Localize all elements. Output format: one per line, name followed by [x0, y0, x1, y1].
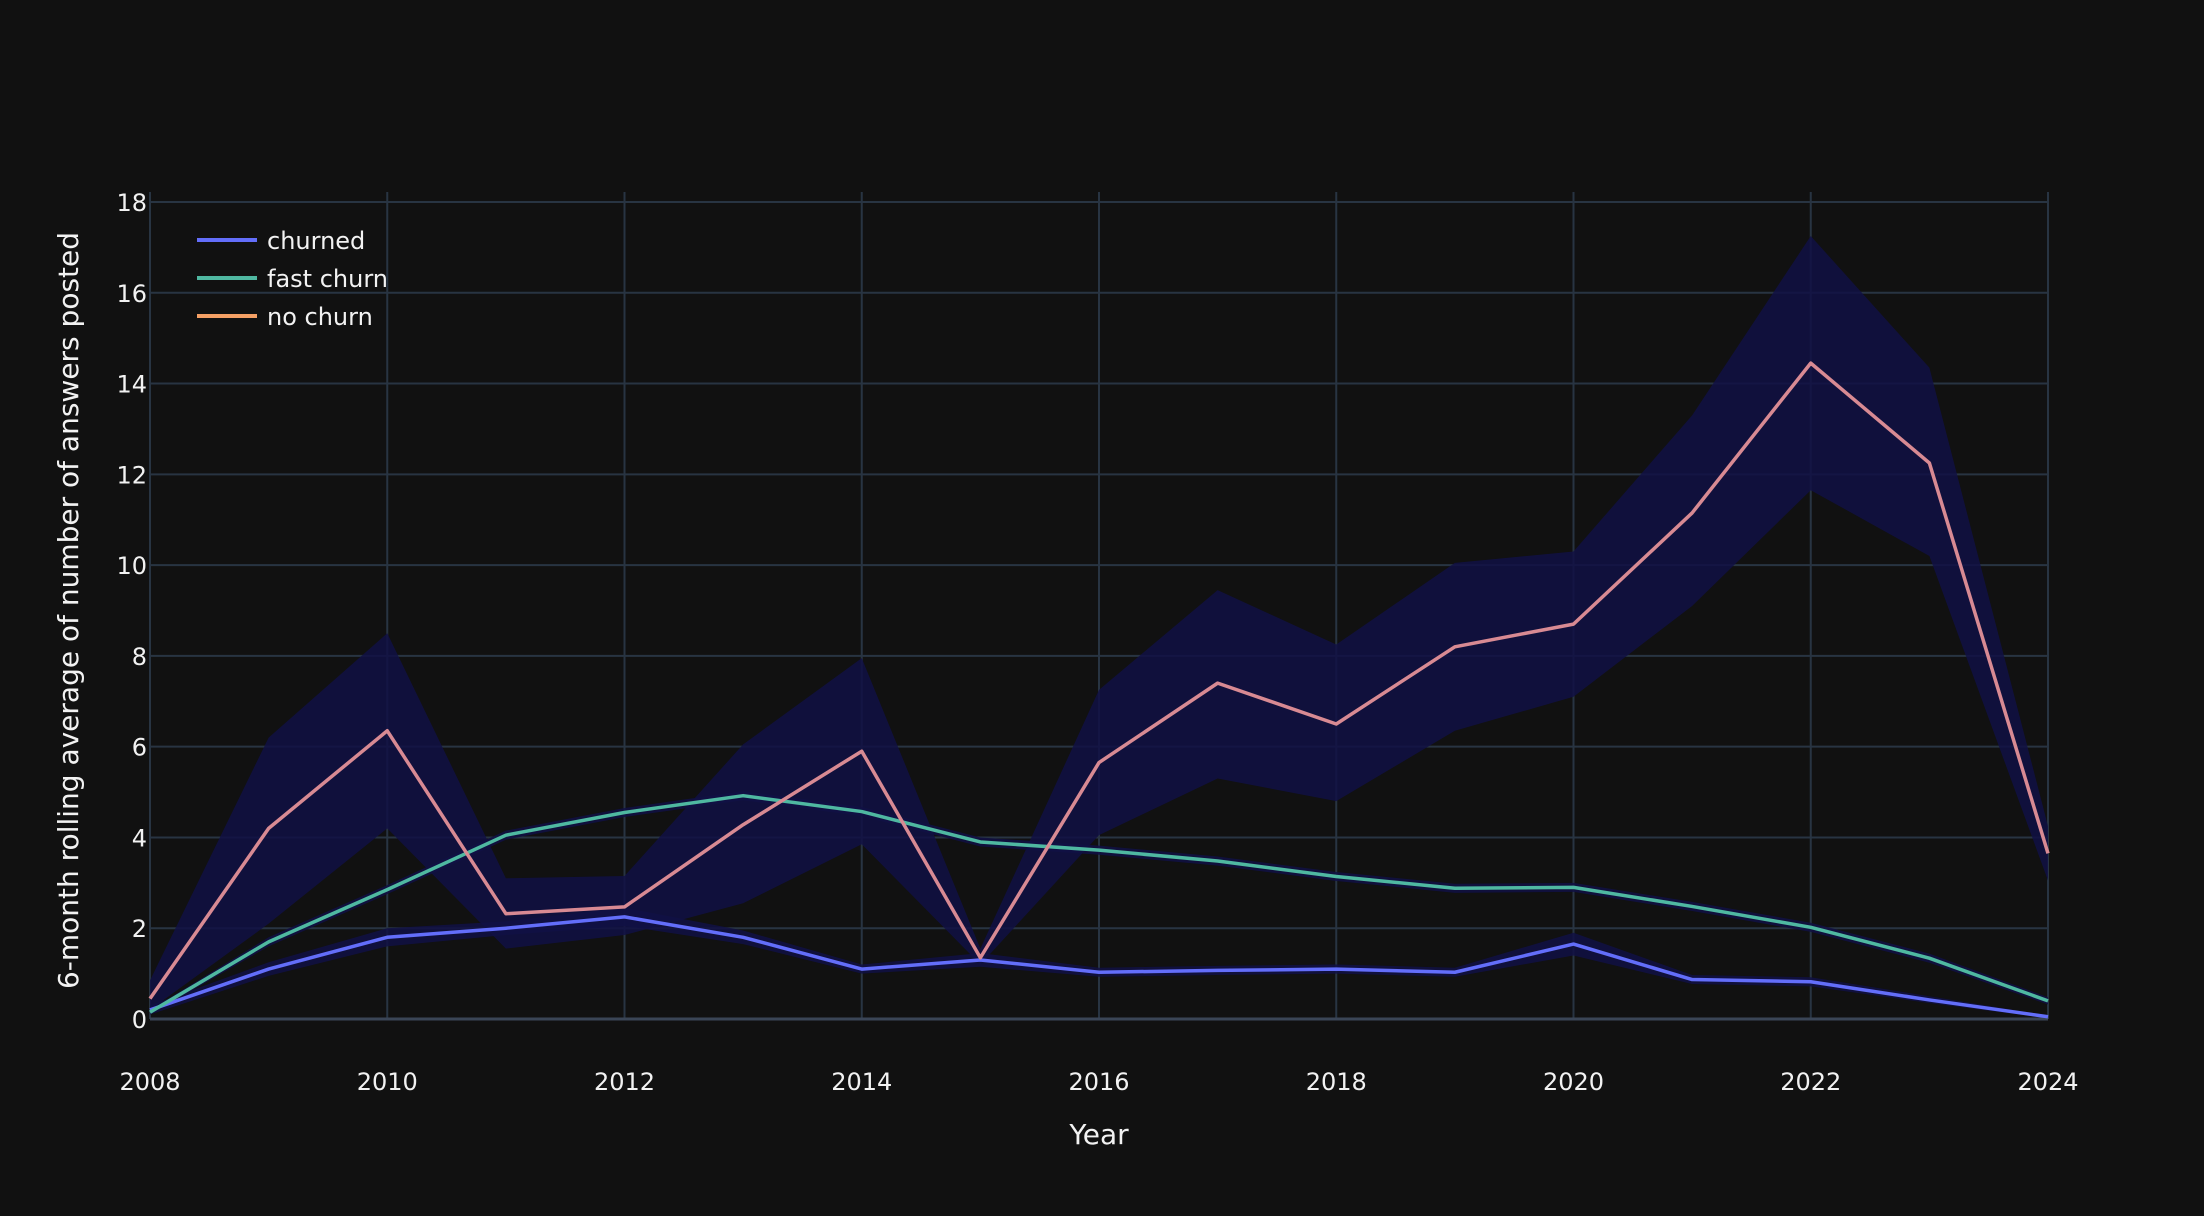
- x-tick-label: 2022: [1780, 1068, 1841, 1096]
- y-tick-label: 4: [132, 824, 147, 852]
- y-tick-label: 2: [132, 915, 147, 943]
- legend-item[interactable]: no churn: [197, 303, 373, 331]
- legend-item[interactable]: churned: [197, 227, 365, 255]
- x-tick-label: 2008: [119, 1068, 180, 1096]
- y-axis-title: 6-month rolling average of number of ans…: [52, 232, 85, 989]
- y-tick-label: 14: [116, 371, 147, 399]
- x-axis-title: Year: [1068, 1118, 1129, 1151]
- y-tick-label: 12: [116, 461, 147, 489]
- y-tick-label: 0: [132, 1006, 147, 1034]
- y-tick-label: 10: [116, 552, 147, 580]
- axis-ticks: 2008 2010 2012 2014 2016 2018 2020 2022 2024 0 2 4 6…: [116, 189, 2078, 1096]
- x-tick-label: 2018: [1306, 1068, 1367, 1096]
- legend-item[interactable]: fast churn: [197, 265, 388, 293]
- legend: churned fast churn no churn: [197, 227, 388, 331]
- x-tick-label: 2024: [2017, 1068, 2078, 1096]
- series-lines: [148, 361, 2050, 1019]
- y-tick-label: 16: [116, 280, 147, 308]
- y-tick-label: 6: [132, 734, 147, 762]
- y-tick-label: 8: [132, 643, 147, 671]
- x-tick-label: 2016: [1068, 1068, 1129, 1096]
- legend-label: fast churn: [267, 265, 388, 293]
- x-tick-label: 2010: [357, 1068, 418, 1096]
- legend-label: churned: [267, 227, 365, 255]
- x-tick-label: 2014: [831, 1068, 892, 1096]
- series-line-2: [148, 361, 2050, 1000]
- x-tick-label: 2012: [594, 1068, 655, 1096]
- x-tick-label: 2020: [1543, 1068, 1604, 1096]
- series-line-0: [149, 915, 2049, 1019]
- y-tick-label: 18: [116, 189, 147, 217]
- confidence-band-2: [150, 236, 2048, 1010]
- legend-label: no churn: [267, 303, 373, 331]
- confidence-band-0: [150, 907, 2048, 1019]
